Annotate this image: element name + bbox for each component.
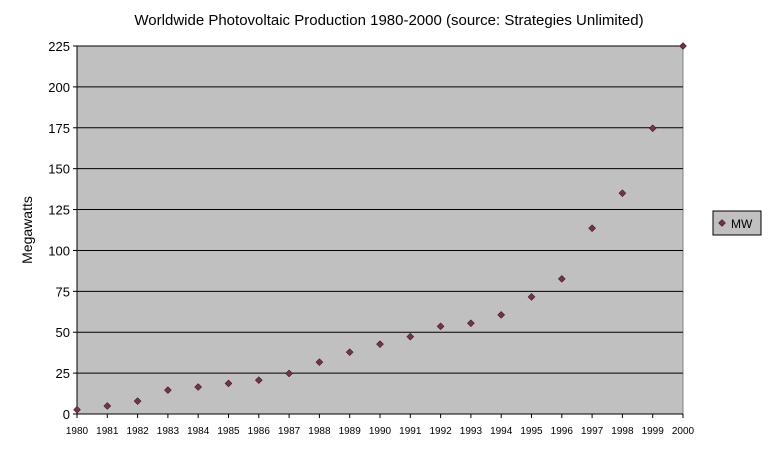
data-point xyxy=(588,224,596,233)
data-point xyxy=(527,293,536,301)
x-tick-label: 1996 xyxy=(551,426,574,437)
y-tick-label: 125 xyxy=(48,203,70,218)
x-tick-label: 1995 xyxy=(520,426,543,437)
y-tick-labels: 0 25 50 75 100 125 150 175 200 225 xyxy=(48,39,70,422)
x-tick-label: 1982 xyxy=(126,426,149,437)
y-tick-label: 75 xyxy=(56,284,70,299)
data-point xyxy=(164,386,172,394)
chart-title: Worldwide Photovoltaic Production 1980-2… xyxy=(134,12,643,29)
legend-marker xyxy=(718,219,726,227)
data-point xyxy=(436,322,445,331)
x-tick-label: 1986 xyxy=(248,426,271,437)
x-tick-label: 2000 xyxy=(672,426,695,437)
data-point xyxy=(467,319,475,328)
data-point xyxy=(345,348,354,357)
data-point xyxy=(497,311,506,319)
legend-label: MW xyxy=(731,217,753,231)
y-tick-label: 25 xyxy=(56,366,70,381)
data-points xyxy=(73,42,687,414)
plot-area xyxy=(76,45,684,415)
x-tick-labels: 1980 1981 1982 1983 1984 1985 1986 1987 1988 1989… xyxy=(66,426,695,437)
y-tick-label: 100 xyxy=(48,243,70,258)
gridlines xyxy=(73,45,684,418)
data-point xyxy=(618,189,627,198)
x-tick-label: 1983 xyxy=(157,426,180,437)
x-tick-label: 1993 xyxy=(460,426,483,437)
x-tick-label: 1999 xyxy=(642,426,665,437)
data-point xyxy=(679,42,687,50)
y-axis-label: Megawatts xyxy=(19,196,35,264)
x-tick-label: 1984 xyxy=(187,426,210,437)
x-tick-label: 1989 xyxy=(339,426,362,437)
x-tick-label: 1987 xyxy=(278,426,301,437)
x-tick-label: 1990 xyxy=(369,426,392,437)
y-tick-label: 50 xyxy=(56,325,70,340)
data-point xyxy=(254,376,263,384)
data-point xyxy=(194,383,203,391)
data-point xyxy=(406,332,415,341)
data-point xyxy=(103,402,112,410)
y-tick-label: 175 xyxy=(48,121,70,136)
x-tick-label: 1988 xyxy=(308,426,331,437)
legend: MW xyxy=(712,210,762,236)
x-tick-label: 1998 xyxy=(611,426,634,437)
data-point xyxy=(224,379,233,388)
x-tick-label: 1985 xyxy=(217,426,240,437)
y-tick-label: 225 xyxy=(48,39,70,54)
data-point xyxy=(315,358,324,367)
x-tick-label: 1997 xyxy=(581,426,604,437)
y-tick-label: 0 xyxy=(63,407,70,422)
x-tick-label: 1980 xyxy=(66,426,89,437)
x-tick-label: 1992 xyxy=(429,426,452,437)
data-point xyxy=(376,340,384,349)
data-point xyxy=(648,124,657,133)
legend-box xyxy=(712,210,762,236)
data-point xyxy=(285,369,293,378)
data-point xyxy=(73,405,81,414)
y-tick-label: 200 xyxy=(48,80,70,95)
data-point xyxy=(133,397,142,405)
data-point xyxy=(557,275,566,283)
x-tick-label: 1981 xyxy=(96,426,119,437)
x-tick-label: 1991 xyxy=(399,426,422,437)
y-tick-label: 150 xyxy=(48,162,70,177)
x-tick-label: 1994 xyxy=(490,426,513,437)
